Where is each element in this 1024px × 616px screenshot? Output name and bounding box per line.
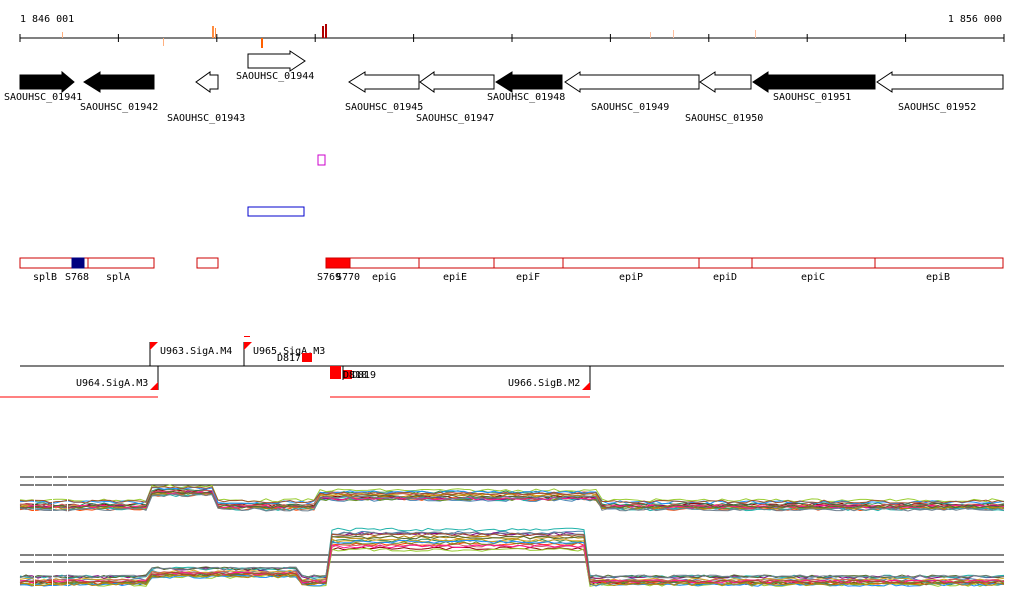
transcript-label: U966.SigB.M2 [508, 378, 580, 389]
annotation-box[interactable] [196, 257, 219, 269]
feature-marker[interactable] [317, 154, 326, 166]
gene-arrow[interactable] [876, 71, 1004, 93]
profile-line [19, 527, 1005, 579]
gene-track: SAOUHSC_01941 SAOUHSC_01942 SAOUHSC_0194… [4, 50, 1004, 124]
transcript-marker[interactable] [330, 366, 341, 379]
peak-marker [212, 26, 214, 38]
annotation-label: epiG [372, 272, 396, 283]
gene-arrow[interactable] [495, 71, 563, 93]
gene-arrow[interactable] [419, 71, 495, 93]
peak-marker [215, 28, 216, 38]
peak-marker [755, 30, 756, 38]
peak-marker [261, 38, 263, 48]
gene-label: SAOUHSC_01942 [80, 102, 158, 113]
transcript-flag [150, 382, 158, 390]
annotation-label: splA [106, 272, 130, 283]
peak-marker [322, 26, 324, 38]
profile-line [19, 486, 1005, 504]
axis-ticks [19, 34, 1005, 42]
annotation-box[interactable] [71, 257, 85, 269]
profile-gap [52, 470, 53, 600]
transcript-label: D817 [277, 353, 301, 364]
gene-label: SAOUHSC_01944 [236, 71, 314, 82]
annotation-label: S768 [65, 272, 89, 283]
peak-marker [650, 32, 651, 38]
annotation-label: epiB [926, 272, 950, 283]
transcript-label: U965.SigA.M3 [253, 346, 325, 357]
transcript-label: D819 [352, 370, 376, 381]
annotation-label: S770 [336, 272, 360, 283]
transcript-label: U964.SigA.M3 [76, 378, 148, 389]
peak-marker [325, 24, 327, 38]
profile-line [19, 491, 1005, 509]
gene-arrow[interactable] [564, 71, 700, 93]
gene-arrow[interactable] [348, 71, 420, 93]
gene-label: SAOUHSC_01948 [487, 92, 565, 103]
peak-marker [163, 38, 164, 46]
annotation-track: splB S768 splA S769 S770 epiG epiE epiF … [19, 257, 1004, 283]
annotation-label: epiD [713, 272, 737, 283]
transcript-marker[interactable] [343, 370, 352, 379]
gene-label: SAOUHSC_01951 [773, 92, 851, 103]
annotation-label: S769 [317, 272, 341, 283]
annotation-box[interactable] [349, 257, 1004, 269]
profile-line [19, 532, 1005, 584]
axis-end-label: 1 856 000 [948, 14, 1002, 25]
transcript-track: U963.SigA.M4 U965.SigA.M3 D817 U964.SigA… [0, 336, 1004, 398]
expression-profiles [19, 470, 1005, 600]
annotation-label: epiP [619, 272, 643, 283]
annotation-label: epiE [443, 272, 467, 283]
gene-label: SAOUHSC_01943 [167, 113, 245, 124]
profile-gap [34, 470, 35, 600]
annotation-box[interactable] [325, 257, 351, 269]
gene-label: SAOUHSC_01950 [685, 113, 763, 124]
feature-box[interactable] [247, 206, 305, 217]
profile-line [19, 535, 1005, 579]
transcript-label: D818 [343, 370, 367, 381]
gene-label: SAOUHSC_01945 [345, 102, 423, 113]
peak-marker [62, 32, 63, 38]
gene-label: SAOUHSC_01941 [4, 92, 82, 103]
transcript-flag [244, 342, 252, 350]
gene-label: SAOUHSC_01952 [898, 102, 976, 113]
transcript-flag [582, 382, 590, 390]
profile-gap [67, 470, 68, 600]
profile-line [19, 544, 1005, 584]
transcript-label: U963.SigA.M4 [160, 346, 232, 357]
transcript-flag [150, 342, 158, 350]
peak-marker [673, 30, 674, 38]
transcript-tick [244, 336, 250, 337]
gene-label: SAOUHSC_01947 [416, 113, 494, 124]
annotation-label: splB [33, 272, 57, 283]
transcript-marker[interactable] [302, 353, 312, 362]
annotation-label: epiC [801, 272, 825, 283]
gene-arrow[interactable] [752, 71, 876, 93]
profile-line [19, 532, 1005, 579]
gene-arrow[interactable] [247, 50, 306, 72]
axis-start-label: 1 846 001 [20, 14, 74, 25]
profile-line [19, 493, 1005, 512]
gene-label: SAOUHSC_01949 [591, 102, 669, 113]
annotation-label: epiF [516, 272, 540, 283]
annotation-box[interactable] [19, 257, 155, 269]
gene-arrow[interactable] [83, 71, 155, 93]
gene-arrow[interactable] [699, 71, 752, 93]
gene-arrow[interactable] [19, 70, 75, 94]
coordinate-axis: 1 846 001 1 856 000 [19, 14, 1005, 48]
profile-line [20, 535, 1005, 587]
gene-arrow[interactable] [195, 71, 219, 93]
profile-line [19, 547, 1005, 587]
